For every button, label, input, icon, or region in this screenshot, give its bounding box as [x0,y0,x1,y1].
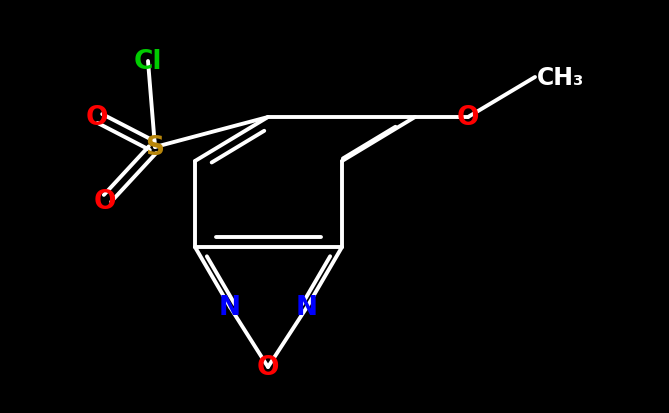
Text: CH₃: CH₃ [537,66,584,90]
Text: O: O [86,105,108,131]
Text: O: O [457,105,479,131]
Text: O: O [257,354,279,380]
Text: O: O [94,189,116,214]
Text: N: N [296,294,318,320]
Text: S: S [145,135,165,161]
Text: N: N [219,294,241,320]
Text: Cl: Cl [134,49,163,75]
